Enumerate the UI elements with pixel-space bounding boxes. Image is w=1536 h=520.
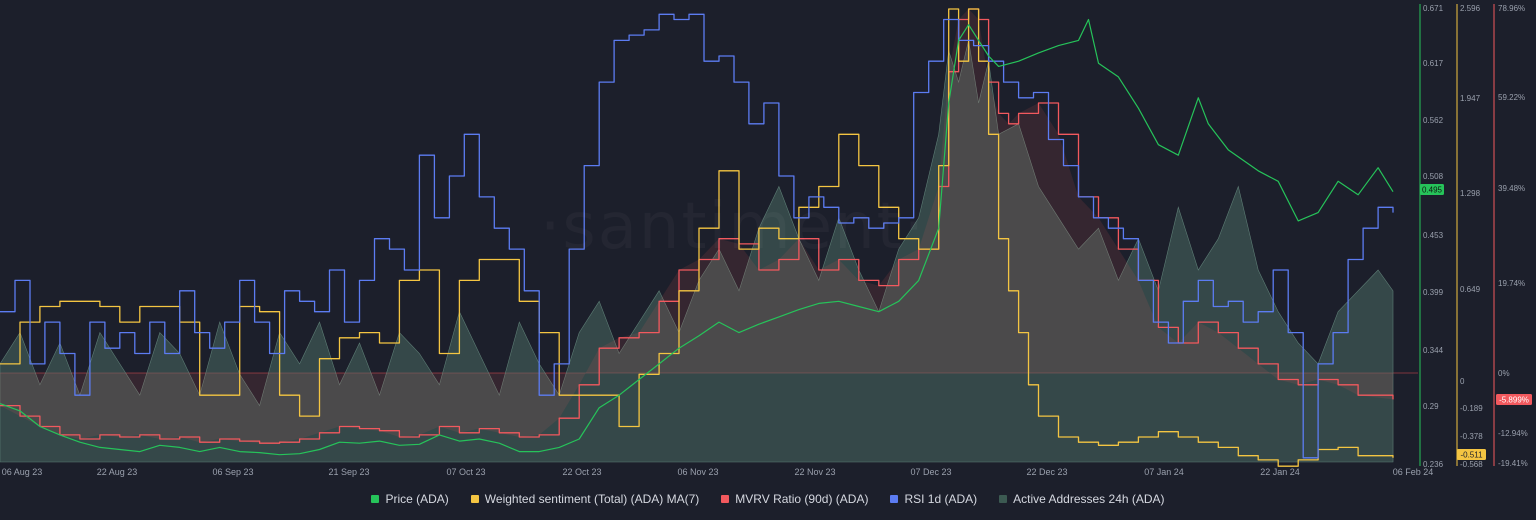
x-tick-label: 22 Dec 23	[1026, 467, 1067, 477]
mvrv-tick-label: 19.74%	[1498, 279, 1525, 288]
mvrv-tick-label: -12.94%	[1498, 429, 1528, 438]
legend-label-active-addresses: Active Addresses 24h (ADA)	[1013, 492, 1165, 506]
legend-label-sentiment: Weighted sentiment (Total) (ADA) MA(7)	[484, 492, 700, 506]
legend-item-sentiment[interactable]: Weighted sentiment (Total) (ADA) MA(7)	[470, 492, 700, 506]
sentiment-tick-label: 2.596	[1460, 4, 1481, 13]
mvrv-tick-label: -19.41%	[1498, 459, 1528, 468]
mvrv-tick-label: 59.22%	[1498, 93, 1525, 102]
price-current-badge: 0.495	[1422, 186, 1443, 195]
sentiment-tick-label: -0.189	[1460, 404, 1483, 413]
price-tick-label: 0.562	[1423, 116, 1444, 125]
mvrv-current-badge: -5.899%	[1499, 396, 1529, 405]
mvrv-current-badge-bg	[1496, 394, 1532, 405]
x-tick-label: 07 Jan 24	[1144, 467, 1184, 477]
chart-canvas[interactable]: 06 Aug 23 22 Aug 23 06 Sep 23 21 Sep 23 07 O…	[0, 0, 1536, 490]
legend-label-rsi: RSI 1d (ADA)	[904, 492, 978, 506]
price-tick-label: 0.399	[1423, 288, 1444, 297]
series-active-addresses-area	[0, 40, 1394, 463]
price-tick-label: 0.453	[1423, 231, 1444, 240]
price-tick-label: 0.617	[1423, 59, 1444, 68]
mvrv-tick-label: 0%	[1498, 369, 1510, 378]
sentiment-swatch	[470, 495, 479, 503]
x-tick-label: 21 Sep 23	[328, 467, 369, 477]
series-rsi-line	[0, 13, 1394, 459]
series-price-line	[0, 18, 1394, 456]
price-tick-label: 0.508	[1423, 172, 1444, 181]
mvrv-tick-label: 78.96%	[1498, 4, 1525, 13]
x-tick-label: 22 Nov 23	[794, 467, 835, 477]
price-tick-label: 0.29	[1423, 402, 1439, 411]
sentiment-tick-label: 0	[1460, 377, 1465, 386]
mvrv-tick-label: 39.48%	[1498, 184, 1525, 193]
series-sentiment-line	[0, 8, 1394, 467]
sentiment-tick-label: -0.568	[1460, 460, 1483, 469]
legend-item-rsi[interactable]: RSI 1d (ADA)	[890, 492, 977, 506]
santiment-watermark: ·santiment·	[540, 190, 926, 264]
sentiment-current-badge-bg	[1457, 449, 1486, 460]
legend-label-mvrv: MVRV Ratio (90d) (ADA)	[735, 492, 869, 506]
active-addresses-swatch	[999, 495, 1008, 503]
x-tick-label: 06 Nov 23	[677, 467, 718, 477]
legend-item-price[interactable]: Price (ADA)	[371, 492, 449, 506]
legend-label-price: Price (ADA)	[385, 492, 449, 506]
price-tick-label: 0.344	[1423, 346, 1444, 355]
price-tick-label: 0.236	[1423, 460, 1444, 469]
price-swatch	[371, 495, 380, 503]
x-tick-label: 22 Oct 23	[562, 467, 601, 477]
sentiment-tick-label: 0.649	[1460, 285, 1481, 294]
chart-legend: Price (ADA) Weighted sentiment (Total) (…	[0, 492, 1536, 506]
x-tick-label: 22 Aug 23	[97, 467, 138, 477]
sentiment-tick-label: 1.298	[1460, 189, 1481, 198]
x-tick-label: 06 Feb 24	[1393, 467, 1434, 477]
sentiment-current-badge: -0.511	[1460, 451, 1483, 460]
x-tick-label: 07 Dec 23	[910, 467, 951, 477]
legend-item-mvrv[interactable]: MVRV Ratio (90d) (ADA)	[721, 492, 868, 506]
mvrv-swatch	[721, 495, 730, 503]
series-mvrv-fill	[0, 9, 1394, 444]
legend-item-active-addresses[interactable]: Active Addresses 24h (ADA)	[999, 492, 1165, 506]
sentiment-tick-label: -0.378	[1460, 432, 1483, 441]
x-tick-label: 06 Aug 23	[2, 467, 43, 477]
x-tick-label: 06 Sep 23	[212, 467, 253, 477]
sentiment-tick-label: 1.947	[1460, 94, 1481, 103]
price-tick-label: 0.671	[1423, 4, 1444, 13]
price-current-badge-bg	[1420, 184, 1444, 195]
x-tick-label: 07 Oct 23	[446, 467, 485, 477]
rsi-swatch	[890, 495, 899, 503]
x-tick-label: 22 Jan 24	[1260, 467, 1300, 477]
